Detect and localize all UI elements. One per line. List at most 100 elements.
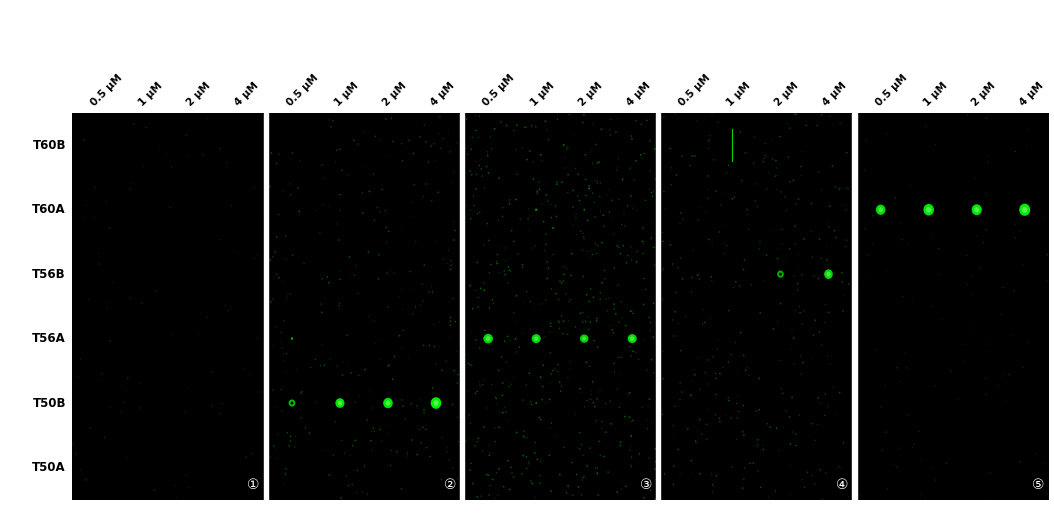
Point xyxy=(438,259,455,268)
Point xyxy=(148,287,164,296)
Point xyxy=(282,190,299,199)
Point xyxy=(468,170,485,178)
Point xyxy=(522,227,539,235)
Point xyxy=(559,489,575,497)
Point xyxy=(270,430,287,439)
Point xyxy=(623,307,640,316)
Ellipse shape xyxy=(878,207,883,213)
Point xyxy=(933,316,950,324)
Point xyxy=(613,478,630,486)
Point xyxy=(610,155,627,163)
Point xyxy=(713,201,729,209)
Point xyxy=(539,258,555,266)
Point xyxy=(868,345,885,353)
Point xyxy=(694,430,710,438)
Point xyxy=(533,199,550,208)
Point xyxy=(424,197,441,205)
Point xyxy=(639,116,656,125)
Text: T60B: T60B xyxy=(33,139,66,152)
Point xyxy=(816,318,833,327)
Point xyxy=(878,130,895,138)
Point xyxy=(756,276,773,285)
Point xyxy=(217,301,234,310)
Point xyxy=(591,387,608,395)
Point xyxy=(521,205,538,214)
Point xyxy=(623,432,640,440)
Point xyxy=(704,480,721,489)
Point xyxy=(591,289,608,297)
Point xyxy=(731,128,748,136)
Point xyxy=(526,449,543,457)
Point xyxy=(494,212,511,220)
Point xyxy=(348,261,365,270)
Point xyxy=(276,480,293,488)
Point xyxy=(499,122,515,130)
Point xyxy=(623,242,640,251)
Point xyxy=(503,227,520,235)
Point xyxy=(923,302,940,310)
Point xyxy=(356,366,373,374)
Point xyxy=(506,237,523,245)
Point xyxy=(777,193,794,201)
Point xyxy=(501,382,518,391)
Point xyxy=(377,115,394,123)
Point xyxy=(428,360,445,368)
Point xyxy=(470,133,487,141)
Point xyxy=(147,485,163,494)
Point xyxy=(426,342,443,351)
Point xyxy=(319,272,336,281)
Point xyxy=(345,441,362,450)
Point xyxy=(653,410,670,419)
Point xyxy=(612,438,629,447)
Point xyxy=(663,166,680,174)
Point xyxy=(273,337,290,345)
Point xyxy=(628,258,645,266)
Point xyxy=(488,400,505,408)
Point xyxy=(428,237,445,246)
Point xyxy=(534,361,551,369)
Point xyxy=(603,115,620,124)
Point xyxy=(177,407,194,416)
Point xyxy=(604,196,621,205)
Point xyxy=(101,403,118,411)
Point xyxy=(543,200,560,208)
Point xyxy=(486,494,503,503)
Ellipse shape xyxy=(580,335,588,343)
Point xyxy=(417,138,434,146)
Point xyxy=(462,206,479,215)
Point xyxy=(671,395,688,403)
Text: 0.5 μM: 0.5 μM xyxy=(874,73,909,108)
Point xyxy=(699,420,716,429)
Point xyxy=(579,313,596,321)
Point xyxy=(370,275,387,283)
Point xyxy=(786,222,803,230)
Point xyxy=(1039,250,1054,259)
Point xyxy=(573,491,590,499)
Point xyxy=(518,381,534,389)
Point xyxy=(813,254,829,262)
Point xyxy=(276,317,293,325)
Point xyxy=(350,140,367,148)
Point xyxy=(449,379,466,387)
Point xyxy=(85,214,102,222)
Point xyxy=(582,247,599,256)
Point xyxy=(840,492,857,501)
Point xyxy=(343,369,359,377)
Point xyxy=(711,414,728,422)
Text: 4 μM: 4 μM xyxy=(1018,80,1046,108)
Point xyxy=(995,284,1012,292)
Point xyxy=(717,411,734,419)
Point xyxy=(621,413,638,421)
Point xyxy=(550,318,567,326)
Point xyxy=(562,357,579,366)
Point xyxy=(716,249,733,258)
Point xyxy=(665,480,682,489)
Point xyxy=(500,279,516,287)
Point xyxy=(540,135,557,144)
Ellipse shape xyxy=(433,400,438,406)
Point xyxy=(434,134,451,143)
Point xyxy=(781,245,798,253)
Point xyxy=(426,139,443,148)
Point xyxy=(636,149,652,158)
Point xyxy=(958,251,975,260)
